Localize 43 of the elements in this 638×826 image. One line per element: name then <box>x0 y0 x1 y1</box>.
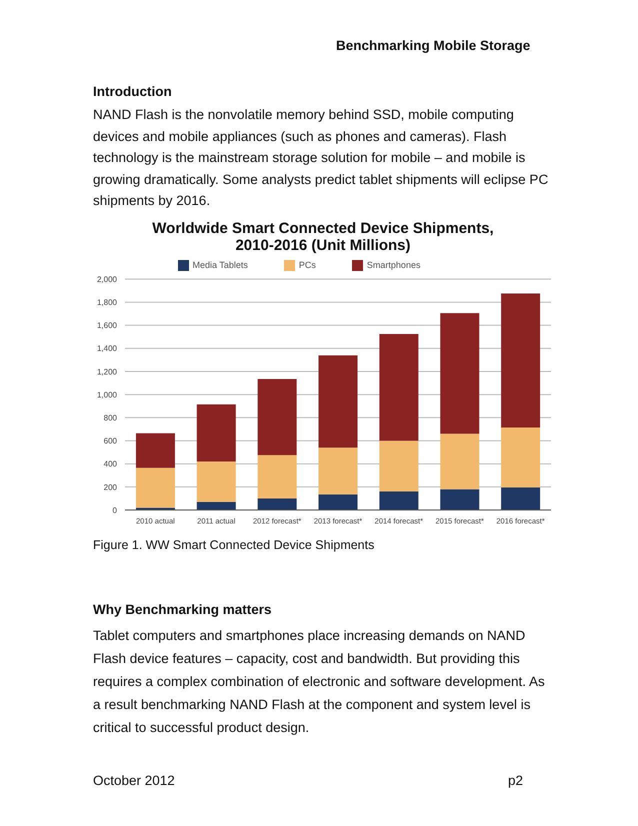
bar <box>379 334 418 441</box>
y-tick-label: 0 <box>112 506 118 515</box>
bar <box>318 448 358 494</box>
bar <box>318 355 358 448</box>
bar <box>440 434 480 490</box>
bar <box>501 487 540 510</box>
y-tick-label: 400 <box>104 460 118 469</box>
legend-label: Media Tablets <box>192 260 248 270</box>
bar <box>258 498 297 510</box>
legend-label: PCs <box>298 260 316 270</box>
text: Benchmarking Mobile Storage <box>336 38 530 53</box>
y-tick-label: 1,800 <box>96 298 118 308</box>
bar <box>196 502 236 510</box>
y-tick-label: 1,400 <box>96 344 118 354</box>
text: Tablet computers and smartphones place increasing demands on NAND Flash device features – capacity, cost and bandwidth. But providing this requires a complex combination of electronic and software development. As a result benchmarking NAND Flash at the component and system level is critical to successful product design. <box>93 627 546 737</box>
legend-label: Smartphones <box>366 260 420 270</box>
y-tick-label: 2,000 <box>96 274 118 284</box>
bar <box>318 494 358 510</box>
bar <box>501 427 540 488</box>
y-tick-label: 1,200 <box>96 367 118 376</box>
bar <box>379 492 418 510</box>
text: NAND Flash is the nonvolatile memory behind SSD, mobile computing devices and mobile appliances (such as phones and cameras). Flash technology is the mainstream storage solution for mobile – and mobile is growing dramatically. Some analysts predict tablet shipments will eclipse PC shipments by 2016. <box>93 106 550 210</box>
bar <box>136 433 175 468</box>
y-tick-label: 600 <box>104 436 118 446</box>
bar <box>440 313 480 434</box>
y-tick-label: 200 <box>104 482 118 492</box>
y-tick-label: 1,600 <box>96 321 118 330</box>
bar <box>258 378 297 456</box>
text: p2 <box>508 773 524 788</box>
text: Why Benchmarking matters <box>93 602 272 617</box>
bar <box>136 468 175 508</box>
bar <box>379 440 418 492</box>
text: October 2012 <box>93 773 175 788</box>
bar <box>258 455 297 498</box>
bar <box>440 489 480 510</box>
bar <box>501 294 540 428</box>
y-tick-label: 800 <box>104 413 118 422</box>
chart-title: Worldwide Smart Connected Device Shipments, 2010-2016 (Unit Millions) <box>151 220 495 254</box>
bar <box>196 404 236 462</box>
y-tick-label: 1,000 <box>96 390 118 400</box>
caption: Figure 1. WW Smart Connected Device Shipments <box>93 538 374 552</box>
bar <box>196 462 236 502</box>
text: Introduction <box>93 84 172 99</box>
